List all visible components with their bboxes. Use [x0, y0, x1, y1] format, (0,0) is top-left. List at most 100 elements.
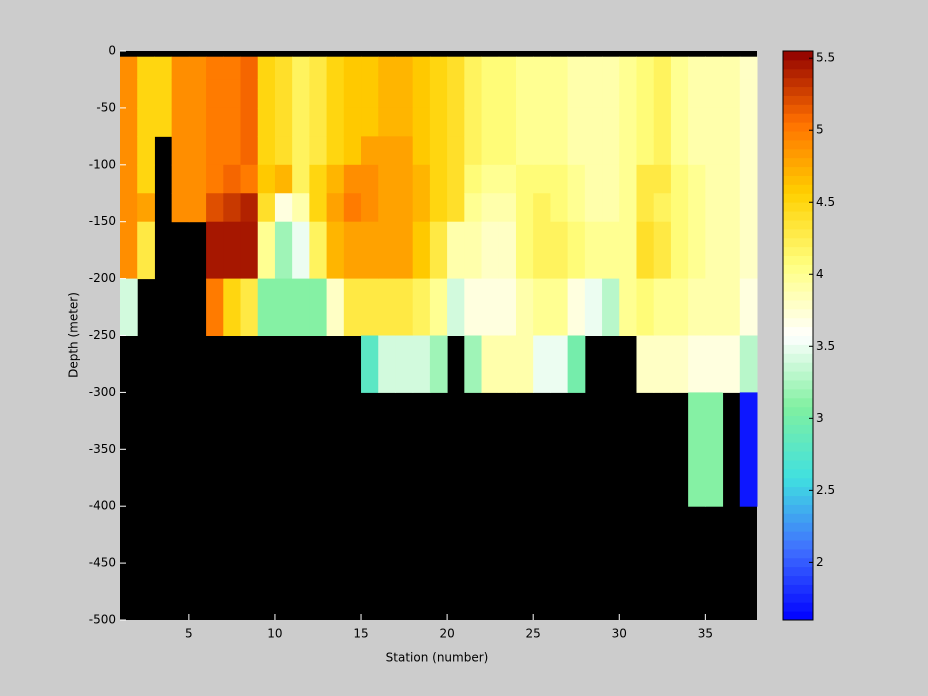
heat-cell: [395, 335, 414, 393]
heat-cell: [343, 278, 362, 336]
heat-cell: [498, 278, 517, 336]
heat-cell: [274, 107, 293, 137]
colorbar-swatch: [783, 575, 813, 585]
heat-cell: [533, 335, 551, 393]
y-tick-label: -400: [89, 499, 116, 513]
heat-cell: [240, 278, 259, 336]
heat-cell: [343, 56, 362, 80]
heat-cell: [636, 136, 655, 166]
heat-cell: [326, 79, 345, 109]
heat-cell: [154, 79, 173, 109]
heat-cell: [584, 79, 603, 109]
heat-cell: [309, 278, 328, 336]
heat-cell: [378, 79, 396, 109]
heat-cell: [653, 56, 672, 80]
heat-cell: [206, 193, 224, 223]
heat-cell: [567, 278, 586, 336]
heat-cell: [188, 79, 207, 109]
heat-cell: [705, 164, 724, 194]
heat-cell: [670, 107, 689, 137]
heat-cell: [257, 107, 276, 137]
heat-cell: [326, 278, 345, 336]
colorbar-swatch: [783, 131, 813, 141]
heat-cell: [120, 164, 138, 194]
heat-cell: [447, 221, 465, 280]
heat-cell: [395, 79, 414, 109]
heat-cell: [515, 193, 534, 223]
heat-cell: [481, 335, 500, 393]
heat-cell: [619, 79, 637, 109]
heat-cell: [429, 79, 448, 109]
heat-cell: [292, 221, 310, 280]
colorbar-swatch: [783, 531, 813, 541]
heat-cell: [705, 193, 724, 223]
x-tick-label: 20: [439, 627, 454, 641]
colorbar-tick-label: 4: [816, 267, 824, 281]
heat-cell: [257, 221, 276, 280]
heat-cell: [670, 278, 689, 336]
colorbar-swatch: [783, 237, 813, 248]
heat-cell: [326, 107, 345, 137]
heat-cell: [412, 335, 431, 393]
colorbar-swatch: [783, 433, 813, 443]
heat-cell: [636, 79, 655, 109]
y-tick-label: -450: [89, 556, 116, 570]
heat-cell: [670, 164, 689, 194]
heat-cell: [498, 136, 517, 166]
heat-cell: [343, 193, 362, 223]
heat-cell: [395, 193, 414, 223]
heat-cell: [653, 278, 672, 336]
heat-cell: [240, 107, 259, 137]
colorbar-swatch: [783, 317, 813, 328]
heat-cell: [171, 164, 190, 194]
colorbar-swatch: [783, 459, 813, 470]
colorbar-swatch: [783, 273, 813, 283]
y-tick-label: -500: [89, 613, 116, 627]
heat-cell: [361, 107, 379, 137]
heat-cell: [361, 136, 379, 166]
heat-cell: [705, 392, 724, 507]
heat-cell: [567, 107, 586, 137]
x-tick-label: 5: [185, 627, 193, 641]
heat-cell: [412, 193, 431, 223]
heat-cell: [515, 335, 534, 393]
heat-cell: [533, 107, 551, 137]
heat-cell: [584, 136, 603, 166]
heat-cell: [171, 79, 190, 109]
heat-cell: [412, 164, 431, 194]
x-tick-label: 10: [267, 627, 282, 641]
heat-cell: [257, 136, 276, 166]
heat-cell: [602, 278, 620, 336]
y-tick-label: -250: [89, 328, 116, 342]
heat-cell: [602, 107, 620, 137]
heat-cell: [550, 193, 569, 223]
heat-cell: [361, 56, 379, 80]
heat-cell: [395, 221, 414, 280]
heat-cell: [498, 79, 517, 109]
heat-cell: [515, 278, 534, 336]
heat-cell: [705, 56, 724, 80]
heat-cell: [309, 107, 328, 137]
colorbar-swatch: [783, 451, 813, 461]
colorbar-swatch: [783, 504, 813, 514]
heat-cell: [378, 193, 396, 223]
heat-cell: [670, 136, 689, 166]
colorbar-swatch: [783, 397, 813, 408]
colorbar-swatch: [783, 335, 813, 345]
heat-cell: [137, 107, 155, 137]
heat-cell: [447, 107, 465, 137]
heat-cell: [137, 136, 155, 166]
heat-cell: [206, 79, 224, 109]
heat-cell: [378, 107, 396, 137]
heat-cell: [429, 221, 448, 280]
heat-cell: [722, 79, 741, 109]
heat-cell: [171, 193, 190, 223]
heat-cell: [739, 278, 758, 336]
heat-cell: [120, 79, 138, 109]
heat-cell: [584, 278, 603, 336]
heat-cell: [739, 136, 758, 166]
heat-cell: [670, 335, 689, 393]
heat-cell: [412, 79, 431, 109]
x-axis-label: Station (number): [386, 651, 489, 665]
heat-cell: [223, 136, 242, 166]
